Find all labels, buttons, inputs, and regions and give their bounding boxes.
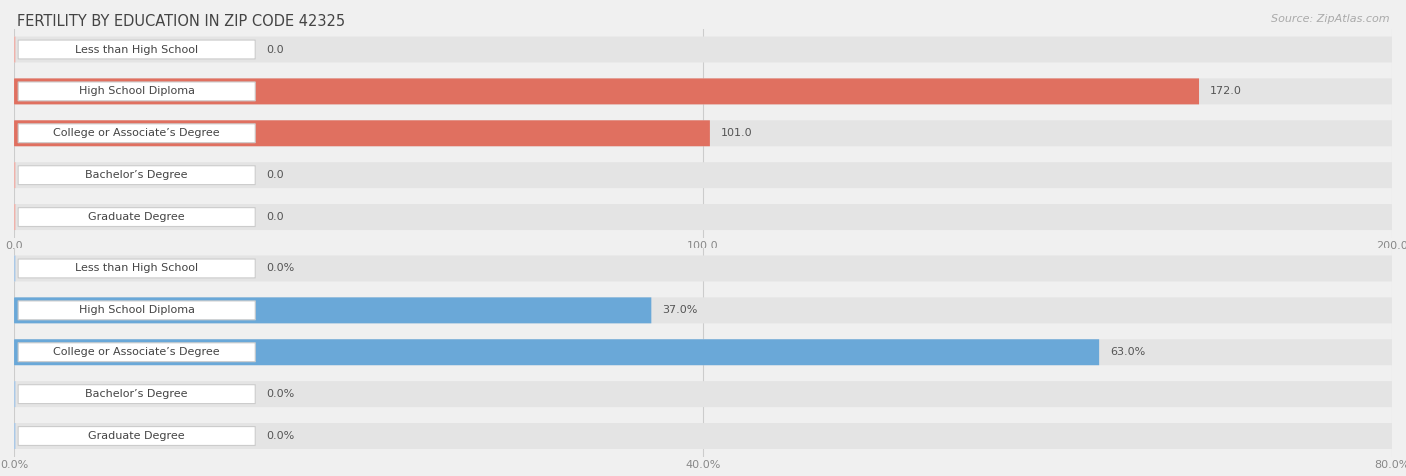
Text: College or Associate’s Degree: College or Associate’s Degree xyxy=(53,128,219,139)
FancyBboxPatch shape xyxy=(18,301,256,320)
FancyBboxPatch shape xyxy=(14,423,1392,449)
FancyBboxPatch shape xyxy=(14,120,710,146)
FancyBboxPatch shape xyxy=(18,208,256,227)
FancyBboxPatch shape xyxy=(14,204,1392,230)
FancyBboxPatch shape xyxy=(18,166,256,185)
Text: FERTILITY BY EDUCATION IN ZIP CODE 42325: FERTILITY BY EDUCATION IN ZIP CODE 42325 xyxy=(17,14,344,30)
FancyBboxPatch shape xyxy=(18,385,256,404)
FancyBboxPatch shape xyxy=(18,259,256,278)
FancyBboxPatch shape xyxy=(14,256,1392,281)
FancyBboxPatch shape xyxy=(18,343,256,362)
Text: 63.0%: 63.0% xyxy=(1111,347,1146,357)
Text: High School Diploma: High School Diploma xyxy=(79,305,194,316)
Text: Less than High School: Less than High School xyxy=(75,263,198,274)
Text: Bachelor’s Degree: Bachelor’s Degree xyxy=(86,170,188,180)
FancyBboxPatch shape xyxy=(18,82,256,101)
Text: Less than High School: Less than High School xyxy=(75,44,198,55)
Text: 172.0: 172.0 xyxy=(1211,86,1241,97)
Text: 0.0%: 0.0% xyxy=(266,431,294,441)
Text: 0.0%: 0.0% xyxy=(266,389,294,399)
FancyBboxPatch shape xyxy=(14,339,1392,365)
Text: Source: ZipAtlas.com: Source: ZipAtlas.com xyxy=(1271,14,1389,24)
Text: Bachelor’s Degree: Bachelor’s Degree xyxy=(86,389,188,399)
FancyBboxPatch shape xyxy=(14,298,1392,323)
FancyBboxPatch shape xyxy=(14,120,1392,146)
FancyBboxPatch shape xyxy=(14,298,651,323)
FancyBboxPatch shape xyxy=(14,162,1392,188)
FancyBboxPatch shape xyxy=(14,79,1392,104)
FancyBboxPatch shape xyxy=(14,37,1392,62)
FancyBboxPatch shape xyxy=(14,79,1199,104)
Text: 37.0%: 37.0% xyxy=(662,305,697,316)
FancyBboxPatch shape xyxy=(18,426,256,446)
FancyBboxPatch shape xyxy=(14,339,1099,365)
Text: High School Diploma: High School Diploma xyxy=(79,86,194,97)
FancyBboxPatch shape xyxy=(14,381,1392,407)
Text: College or Associate’s Degree: College or Associate’s Degree xyxy=(53,347,219,357)
FancyBboxPatch shape xyxy=(18,40,256,59)
Text: 101.0: 101.0 xyxy=(721,128,752,139)
Text: Graduate Degree: Graduate Degree xyxy=(89,431,186,441)
Text: Graduate Degree: Graduate Degree xyxy=(89,212,186,222)
Text: 0.0%: 0.0% xyxy=(266,263,294,274)
FancyBboxPatch shape xyxy=(18,124,256,143)
Text: 0.0: 0.0 xyxy=(266,212,284,222)
Text: 0.0: 0.0 xyxy=(266,44,284,55)
Text: 0.0: 0.0 xyxy=(266,170,284,180)
